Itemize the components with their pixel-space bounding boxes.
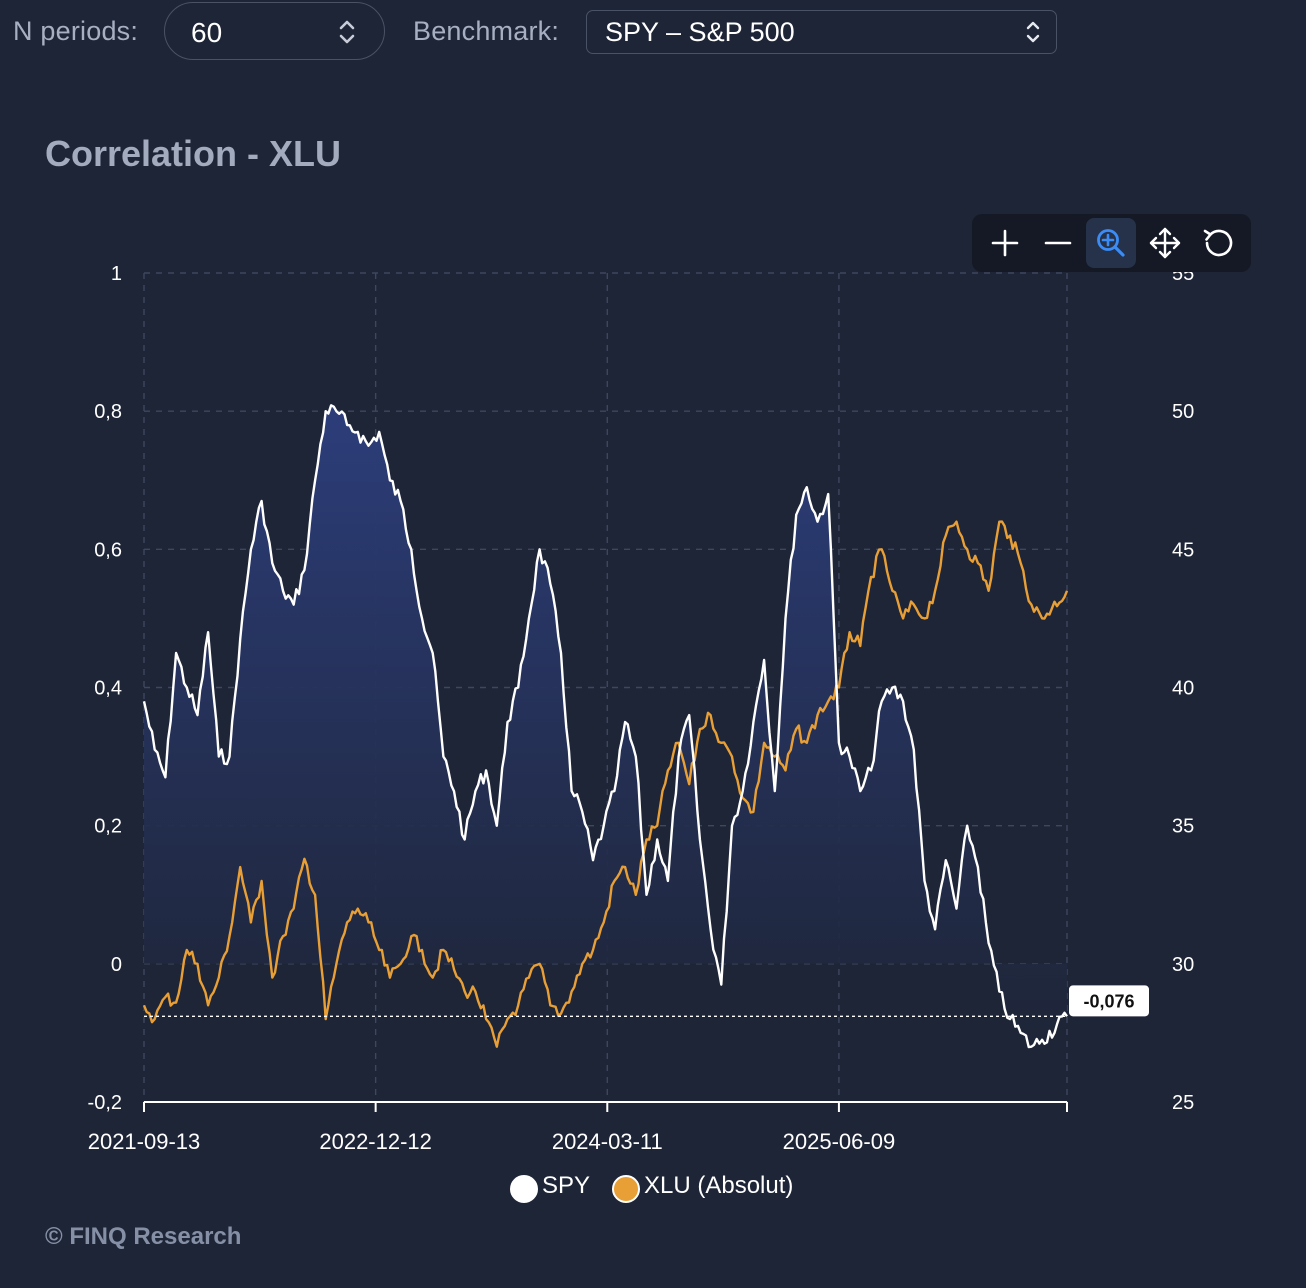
legend-swatch-spy[interactable]	[510, 1175, 538, 1203]
chart-title: Correlation - XLU	[45, 133, 342, 174]
pan-button[interactable]	[1140, 218, 1190, 268]
x-tick-label: 2021-09-13	[88, 1129, 201, 1154]
y-right-tick-label: 50	[1172, 401, 1194, 423]
last-value-label: -0,076	[1083, 991, 1134, 1011]
benchmark-label: Benchmark:	[413, 16, 560, 46]
benchmark-select[interactable]: SPY – S&P 500	[586, 10, 1057, 54]
zoom-select-button[interactable]	[1086, 218, 1136, 268]
minus-icon	[1044, 241, 1072, 245]
y-right-tick-label: 35	[1172, 816, 1194, 838]
y-left-tick-label: 0,8	[94, 401, 122, 423]
y-left-tick-label: 0,4	[94, 678, 122, 700]
reset-button[interactable]	[1193, 218, 1243, 268]
spy-correlation-line	[142, 404, 1068, 1049]
value-labels: -0,076	[144, 985, 1149, 1018]
legend-label-xlu[interactable]: XLU (Absolut)	[644, 1172, 794, 1199]
series-layer	[142, 404, 1069, 1049]
legend-swatch-xlu[interactable]	[612, 1175, 640, 1203]
x-tick-label: 2024-03-11	[552, 1129, 663, 1154]
periods-stepper[interactable]: 60	[164, 2, 385, 60]
stepper-arrows-icon[interactable]	[336, 15, 358, 49]
periods-value[interactable]: 60	[191, 17, 223, 48]
controls-bar: N periods: 60 Benchmark: SPY – S&P 500	[0, 0, 1306, 70]
plus-icon	[991, 229, 1019, 257]
xlu-price-line	[142, 520, 1069, 1048]
zoom-out-button[interactable]	[1033, 218, 1083, 268]
x-tick-label: 2022-12-12	[319, 1129, 432, 1154]
x-tick-label: 2025-06-09	[783, 1129, 896, 1154]
y-right-tick-label: 30	[1172, 954, 1194, 976]
periods-label: N periods:	[13, 16, 139, 46]
y-left-tick-label: 1	[111, 263, 122, 285]
y-right-tick-label: 25	[1172, 1092, 1194, 1114]
y-left-tick-label: 0,2	[94, 816, 122, 838]
y-left-tick-label: -0,2	[88, 1092, 122, 1114]
last-value-badge	[1069, 985, 1149, 1017]
y-left-tick-label: 0	[111, 954, 122, 976]
y-right-tick-label: 40	[1172, 678, 1194, 700]
benchmark-value[interactable]: SPY – S&P 500	[605, 17, 795, 47]
magnifier-plus-icon	[1097, 229, 1125, 257]
axes: -0,200,20,40,60,81253035404550552021-09-…	[88, 263, 1195, 1154]
zoom-in-button[interactable]	[980, 218, 1030, 268]
select-arrows-icon[interactable]	[1022, 17, 1044, 51]
spy-correlation-area	[144, 405, 1067, 1047]
reset-icon	[1203, 229, 1233, 257]
chart-toolbar	[972, 214, 1251, 272]
y-right-tick-label: 45	[1172, 539, 1194, 561]
legend-label-spy[interactable]: SPY	[542, 1172, 591, 1199]
footer-credit: © FINQ Research	[45, 1223, 242, 1250]
move-icon	[1149, 227, 1181, 259]
y-left-tick-label: 0,6	[94, 539, 122, 561]
